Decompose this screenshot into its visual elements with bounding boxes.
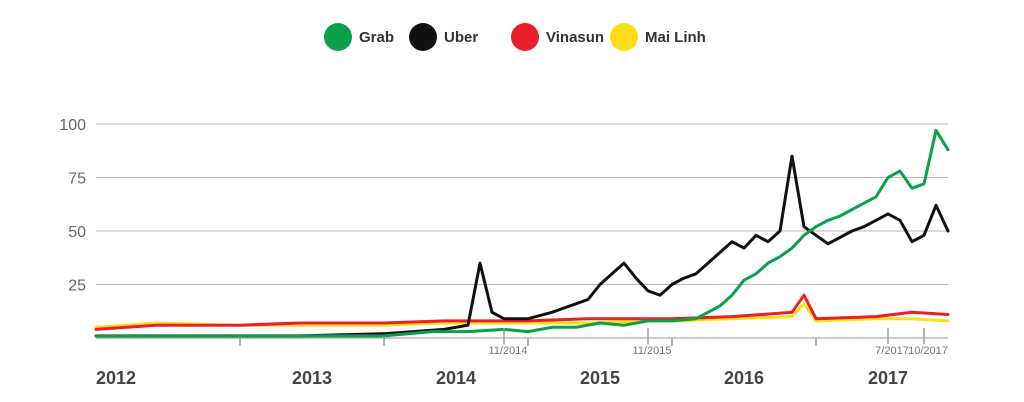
series-line-grab [94,128,950,338]
legend-label-mai-linh: Mai Linh [645,29,706,46]
y-axis: 25 50 75 100 [59,117,86,295]
legend-swatch-vinasun [511,23,539,51]
legend-swatch-mai-linh [610,23,638,51]
legend: Grab Uber Vinasun Mai Linh [324,23,706,51]
date-marker-label-11-2014: 11/2014 [489,345,528,357]
year-label-2017: 2017 [868,368,908,388]
grid [96,123,948,285]
date-marker-label-7-2017: 7/2017 [875,345,909,357]
y-tick-label-100: 100 [59,117,86,134]
date-marker-label-10-2017: 10/2017 [908,345,948,357]
year-label-2016: 2016 [724,368,764,388]
date-marker-label-11-2015: 11/2015 [633,345,672,357]
series-line-uber [94,154,950,338]
year-label-2015: 2015 [580,368,620,388]
year-label-2013: 2013 [292,368,332,388]
legend-swatch-uber [409,23,437,51]
legend-label-uber: Uber [444,29,478,46]
year-label-2014: 2014 [436,368,476,388]
series-line-mai-linh [94,302,950,329]
series-layer [94,128,950,338]
year-label-2012: 2012 [96,368,136,388]
x-axis: 11/2014 11/2015 7/2017 10/2017 2012 2013 2014 2… [96,328,948,388]
y-tick-label-75: 75 [68,171,86,188]
y-tick-label-25: 25 [68,278,86,295]
legend-swatch-grab [324,23,352,51]
legend-label-vinasun: Vinasun [546,29,604,46]
legend-label-grab: Grab [359,29,394,46]
series-line-vinasun [94,293,950,331]
y-tick-label-50: 50 [68,224,86,241]
